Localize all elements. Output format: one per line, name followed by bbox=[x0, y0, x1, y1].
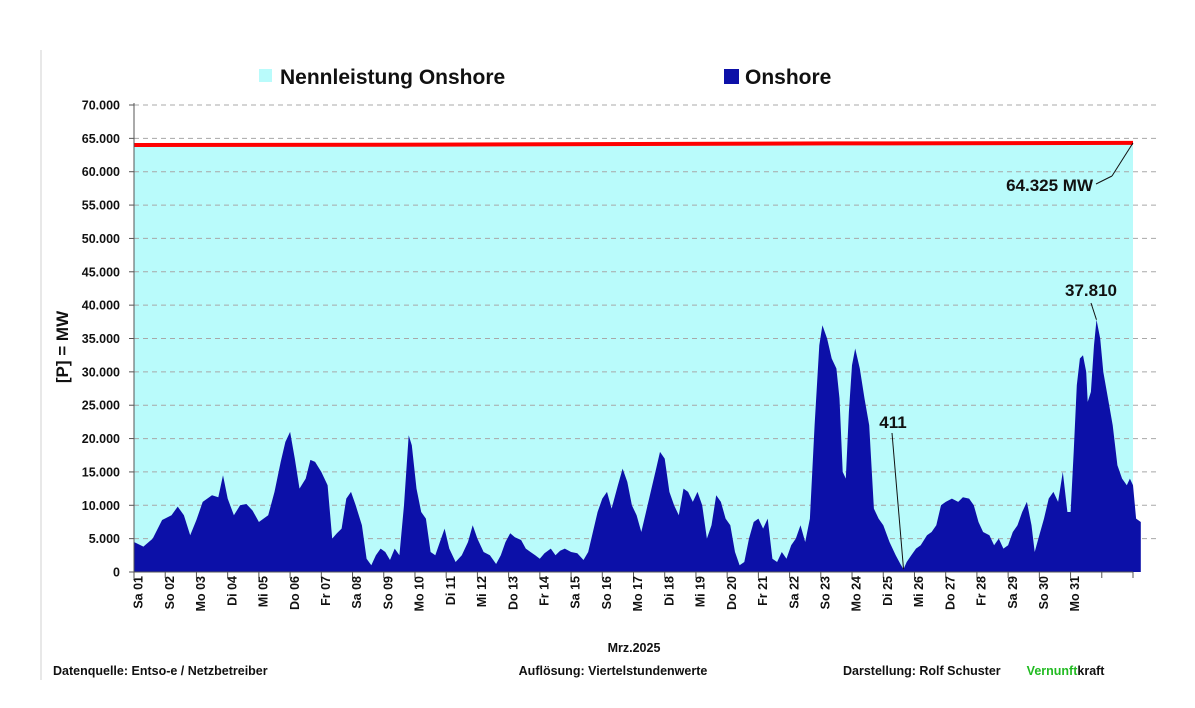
capacity-line-group bbox=[133, 140, 1134, 148]
y-tick-label: 35.000 bbox=[82, 332, 120, 346]
annotation-min-value: 411 bbox=[879, 413, 906, 432]
legend-swatch-onshore bbox=[724, 69, 739, 84]
capacity-line bbox=[133, 140, 1134, 148]
x-tick-label: Mi 05 bbox=[257, 576, 271, 607]
x-tick-label: Di 18 bbox=[662, 576, 676, 606]
x-tick-label: Do 27 bbox=[943, 576, 957, 610]
gridlines bbox=[129, 104, 1158, 573]
y-tick-label: 30.000 bbox=[82, 365, 120, 379]
onshore-area-group bbox=[134, 319, 1141, 572]
x-tick-label: So 30 bbox=[1037, 576, 1051, 609]
x-tick-label: Fr 07 bbox=[319, 576, 333, 606]
footer-resolution: Auflösung: Viertelstundenwerte bbox=[519, 664, 708, 678]
y-axis-title: [P] = MW bbox=[53, 310, 72, 383]
x-tick-label: So 09 bbox=[381, 576, 395, 609]
x-tick-label: Sa 22 bbox=[787, 576, 801, 609]
y-tick-label: 45.000 bbox=[82, 265, 120, 279]
onshore-area bbox=[134, 319, 1141, 572]
annotation-leader-max bbox=[1090, 302, 1097, 320]
capacity-area-group bbox=[134, 142, 1133, 572]
x-tick-label: Do 13 bbox=[506, 576, 520, 610]
x-tick-label: So 16 bbox=[600, 576, 614, 609]
y-tick-label: 65.000 bbox=[82, 132, 120, 146]
x-tick-label: Sa 01 bbox=[132, 576, 146, 609]
x-tick-label: Fr 14 bbox=[538, 576, 552, 606]
x-tick-label: Di 04 bbox=[225, 576, 239, 606]
annotation-leader-min bbox=[891, 432, 905, 570]
x-tick-label: Mi 19 bbox=[694, 576, 708, 607]
x-tick-label: Sa 08 bbox=[350, 576, 364, 609]
annotation-leader-capacity-2 bbox=[1111, 142, 1134, 177]
annotation-max-value: 37.810 bbox=[1065, 281, 1117, 300]
annotation-leader-capacity bbox=[1095, 175, 1113, 185]
x-axis-title: Mrz.2025 bbox=[608, 641, 661, 655]
y-tick-label: 5.000 bbox=[89, 532, 120, 546]
x-tick-label: Sa 29 bbox=[1006, 576, 1020, 609]
x-tick-label: Mi 12 bbox=[475, 576, 489, 607]
y-tick-labels: 0 5.000 10.000 15.000 20.000 25.000 30.000 35.0… bbox=[82, 99, 120, 580]
y-tick-label: 60.000 bbox=[82, 165, 120, 179]
x-tick-label: So 02 bbox=[163, 576, 177, 609]
legend-label-onshore: Onshore bbox=[745, 66, 831, 89]
annotation-capacity-value: 64.325 MW bbox=[1006, 176, 1094, 195]
x-tick-label: Sa 15 bbox=[569, 576, 583, 609]
y-tick-label: 70.000 bbox=[82, 99, 120, 113]
x-tick-label: Fr 21 bbox=[756, 576, 770, 606]
annotations: 64.325 MW 411 37.810 bbox=[879, 142, 1134, 570]
footer-source: Datenquelle: Entso-e / Netzbetreiber bbox=[53, 664, 268, 678]
x-tick-label: So 23 bbox=[818, 576, 832, 609]
x-tick-label: Mo 24 bbox=[850, 576, 864, 611]
x-tick-label: Mo 03 bbox=[194, 576, 208, 611]
x-tick-label: Mo 31 bbox=[1068, 576, 1082, 611]
x-tick-labels: Sa 01 So 02 Mo 03 Di 04 Mi 05 Do 06 Fr 07 Sa 08… bbox=[132, 572, 1134, 611]
x-tick-label: Di 25 bbox=[881, 576, 895, 606]
x-tick-label: Do 06 bbox=[288, 576, 302, 610]
y-tick-label: 55.000 bbox=[82, 199, 120, 213]
capacity-area bbox=[134, 142, 1133, 572]
y-tick-label: 10.000 bbox=[82, 499, 120, 513]
y-tick-label: 40.000 bbox=[82, 299, 120, 313]
y-tick-label: 50.000 bbox=[82, 232, 120, 246]
y-tick-label: 20.000 bbox=[82, 432, 120, 446]
legend-label-nennleistung: Nennleistung Onshore bbox=[280, 66, 505, 89]
x-tick-label: Di 11 bbox=[444, 576, 458, 605]
footer-author-brand: Darstellung: Rolf Schuster Vernunftkraft bbox=[843, 664, 1105, 678]
x-tick-label: Do 20 bbox=[725, 576, 739, 610]
x-tick-label: Mo 10 bbox=[413, 576, 427, 611]
legend-swatch-nennleistung bbox=[259, 69, 272, 82]
y-tick-label: 25.000 bbox=[82, 399, 120, 413]
x-tick-label: Fr 28 bbox=[975, 576, 989, 606]
y-tick-label: 0 bbox=[113, 566, 120, 580]
x-tick-label: Mo 17 bbox=[631, 576, 645, 611]
x-tick-label: Mi 26 bbox=[912, 576, 926, 607]
y-tick-label: 15.000 bbox=[82, 465, 120, 479]
